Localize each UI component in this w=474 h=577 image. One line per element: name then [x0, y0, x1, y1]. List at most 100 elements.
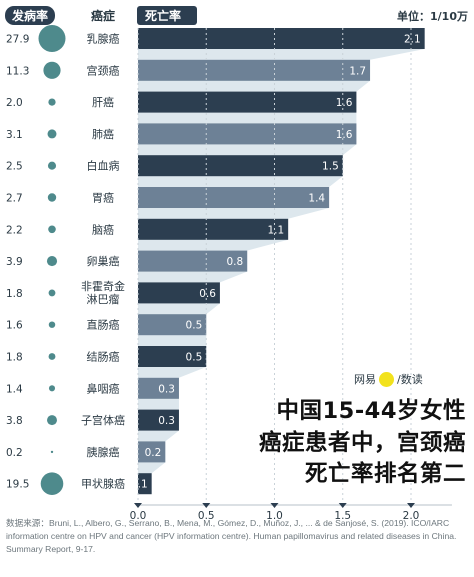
incidence-circle [38, 25, 66, 52]
incidence-circle [48, 289, 56, 297]
x-tick-label: 0.0 [130, 510, 147, 522]
bar-value-label: 1.7 [349, 65, 366, 77]
cancer-label: 肝癌 [92, 95, 114, 109]
cancer-label: 非霍奇金 [81, 279, 125, 293]
incidence-circle [47, 161, 57, 170]
brand-name: 网易 [354, 373, 376, 386]
mortality-bar [138, 155, 343, 177]
incidence-value: 1.6 [6, 320, 23, 332]
chart-row: 1.4 鼻咽癌 0.3 [6, 377, 179, 399]
mortality-bar [138, 59, 371, 81]
ranking-shade [138, 28, 425, 495]
brand-logo: 网易 /数读 [354, 370, 423, 388]
incidence-circle [48, 385, 56, 392]
cancer-label: 淋巴瘤 [87, 292, 120, 306]
incidence-header-pill [5, 6, 55, 25]
chart-row: 2.5 白血病 1.5 [6, 155, 343, 177]
x-tick-label: 1.0 [266, 510, 283, 522]
mortality-header: 死亡率 [145, 8, 181, 23]
incidence-value: 11.3 [6, 65, 29, 77]
incidence-value: 2.2 [6, 224, 23, 236]
mortality-bar [138, 282, 220, 304]
incidence-value: 3.9 [6, 256, 23, 268]
headline-line-1: 中国15-44岁女性 [276, 398, 466, 424]
incidence-circle [43, 61, 61, 79]
x-tick-marker [134, 503, 142, 508]
incidence-circle [46, 256, 58, 267]
headline-line-3: 死亡率排名第二 [304, 461, 466, 487]
chart-row: 3.1 肺癌 1.6 [6, 123, 357, 145]
bar-value-label: 1.1 [267, 224, 284, 236]
headline-line-2: 癌症患者中，宫颈癌 [258, 429, 466, 456]
incidence-circle [47, 193, 57, 202]
incidence-value: 2.5 [6, 161, 23, 173]
cancer-label: 直肠癌 [87, 318, 120, 332]
bar-value-label: 0.5 [186, 352, 203, 364]
source-note: 数据来源：Bruni, L., Albero, G., Serrano, B.,… [6, 518, 457, 554]
bar-value-label: 0.2 [145, 447, 162, 459]
cancer-label: 鼻咽癌 [87, 381, 120, 395]
x-tick-label: 2.0 [403, 510, 420, 522]
bar-value-label: 1.6 [336, 129, 353, 141]
cancer-label: 脑癌 [92, 222, 114, 236]
cancer-label: 肺癌 [92, 127, 114, 141]
brand-dot-icon [379, 371, 394, 387]
incidence-circle [48, 353, 56, 360]
incidence-circle [48, 225, 56, 234]
mortality-bar [138, 377, 179, 399]
incidence-value: 27.9 [6, 34, 29, 46]
cancer-header: 癌症 [91, 8, 115, 23]
mortality-bar [138, 91, 357, 113]
incidence-circle [48, 321, 56, 328]
brand-suffix: /数读 [397, 373, 423, 386]
incidence-circle [47, 129, 57, 139]
cancer-label: 子宫体癌 [81, 413, 125, 427]
incidence-value: 19.5 [6, 479, 29, 491]
chart-row: 27.9 乳腺癌 2.1 [6, 25, 425, 52]
incidence-circle [48, 98, 56, 106]
incidence-circle [40, 472, 64, 495]
bar-value-label: 0.3 [158, 415, 175, 427]
mortality-bar [138, 187, 330, 208]
bar-value-label: 2.1 [404, 34, 421, 46]
mortality-bar [138, 346, 207, 367]
cancer-label: 甲状腺癌 [81, 477, 125, 491]
incidence-value: 1.8 [6, 288, 23, 300]
chart-row: 2.0 肝癌 1.6 [6, 91, 357, 113]
chart-row: 3.9 卵巢癌 0.8 [6, 250, 248, 272]
ranking-shade-area [138, 28, 425, 495]
x-axis: 0.0 0.5 1.0 1.5 2.0 [130, 28, 452, 522]
headline: 中国15-44岁女性 癌症患者中，宫颈癌 死亡率排名第二 [259, 396, 466, 491]
incidence-circle [50, 450, 54, 454]
bar-value-label: 1.5 [322, 161, 339, 173]
bar-value-label: 0.3 [158, 383, 175, 395]
cancer-label: 胃癌 [92, 191, 114, 205]
incidence-value: 3.1 [6, 129, 23, 141]
chart-row: 11.3 宫颈癌 1.7 [6, 59, 371, 81]
x-tick-label: 0.5 [198, 510, 215, 522]
bar-value-label: 1.4 [308, 193, 325, 205]
incidence-value: 2.0 [6, 97, 23, 109]
mortality-bar [138, 441, 166, 463]
chart-row: 1.6 直肠癌 0.5 [6, 314, 207, 336]
mortality-bar [138, 123, 357, 145]
incidence-value: 1.8 [6, 352, 23, 364]
cancer-label: 结肠癌 [87, 350, 120, 364]
chart-row: 2.2 脑癌 1.1 [6, 218, 289, 240]
x-tick-marker [270, 503, 279, 508]
mortality-bar [138, 314, 207, 336]
cancer-label: 宫颈癌 [87, 63, 120, 77]
mortality-bar [138, 28, 425, 49]
bar-value-label: 0.6 [199, 288, 216, 300]
chart-row: 3.8 子宫体癌 0.3 [6, 409, 179, 431]
incidence-value: 0.2 [6, 447, 23, 459]
x-tick-marker [202, 503, 211, 508]
chart-row: 2.7 胃癌 1.4 [6, 187, 330, 208]
chart-row: 1.8 结肠癌 0.5 [6, 346, 207, 367]
cancer-label: 胰腺癌 [87, 445, 120, 459]
incidence-header: 发病率 [11, 8, 48, 23]
incidence-value: 3.8 [6, 415, 23, 427]
chart-row: 19.5 甲状腺癌 0.1 [6, 472, 152, 495]
x-tick-marker [407, 503, 415, 508]
